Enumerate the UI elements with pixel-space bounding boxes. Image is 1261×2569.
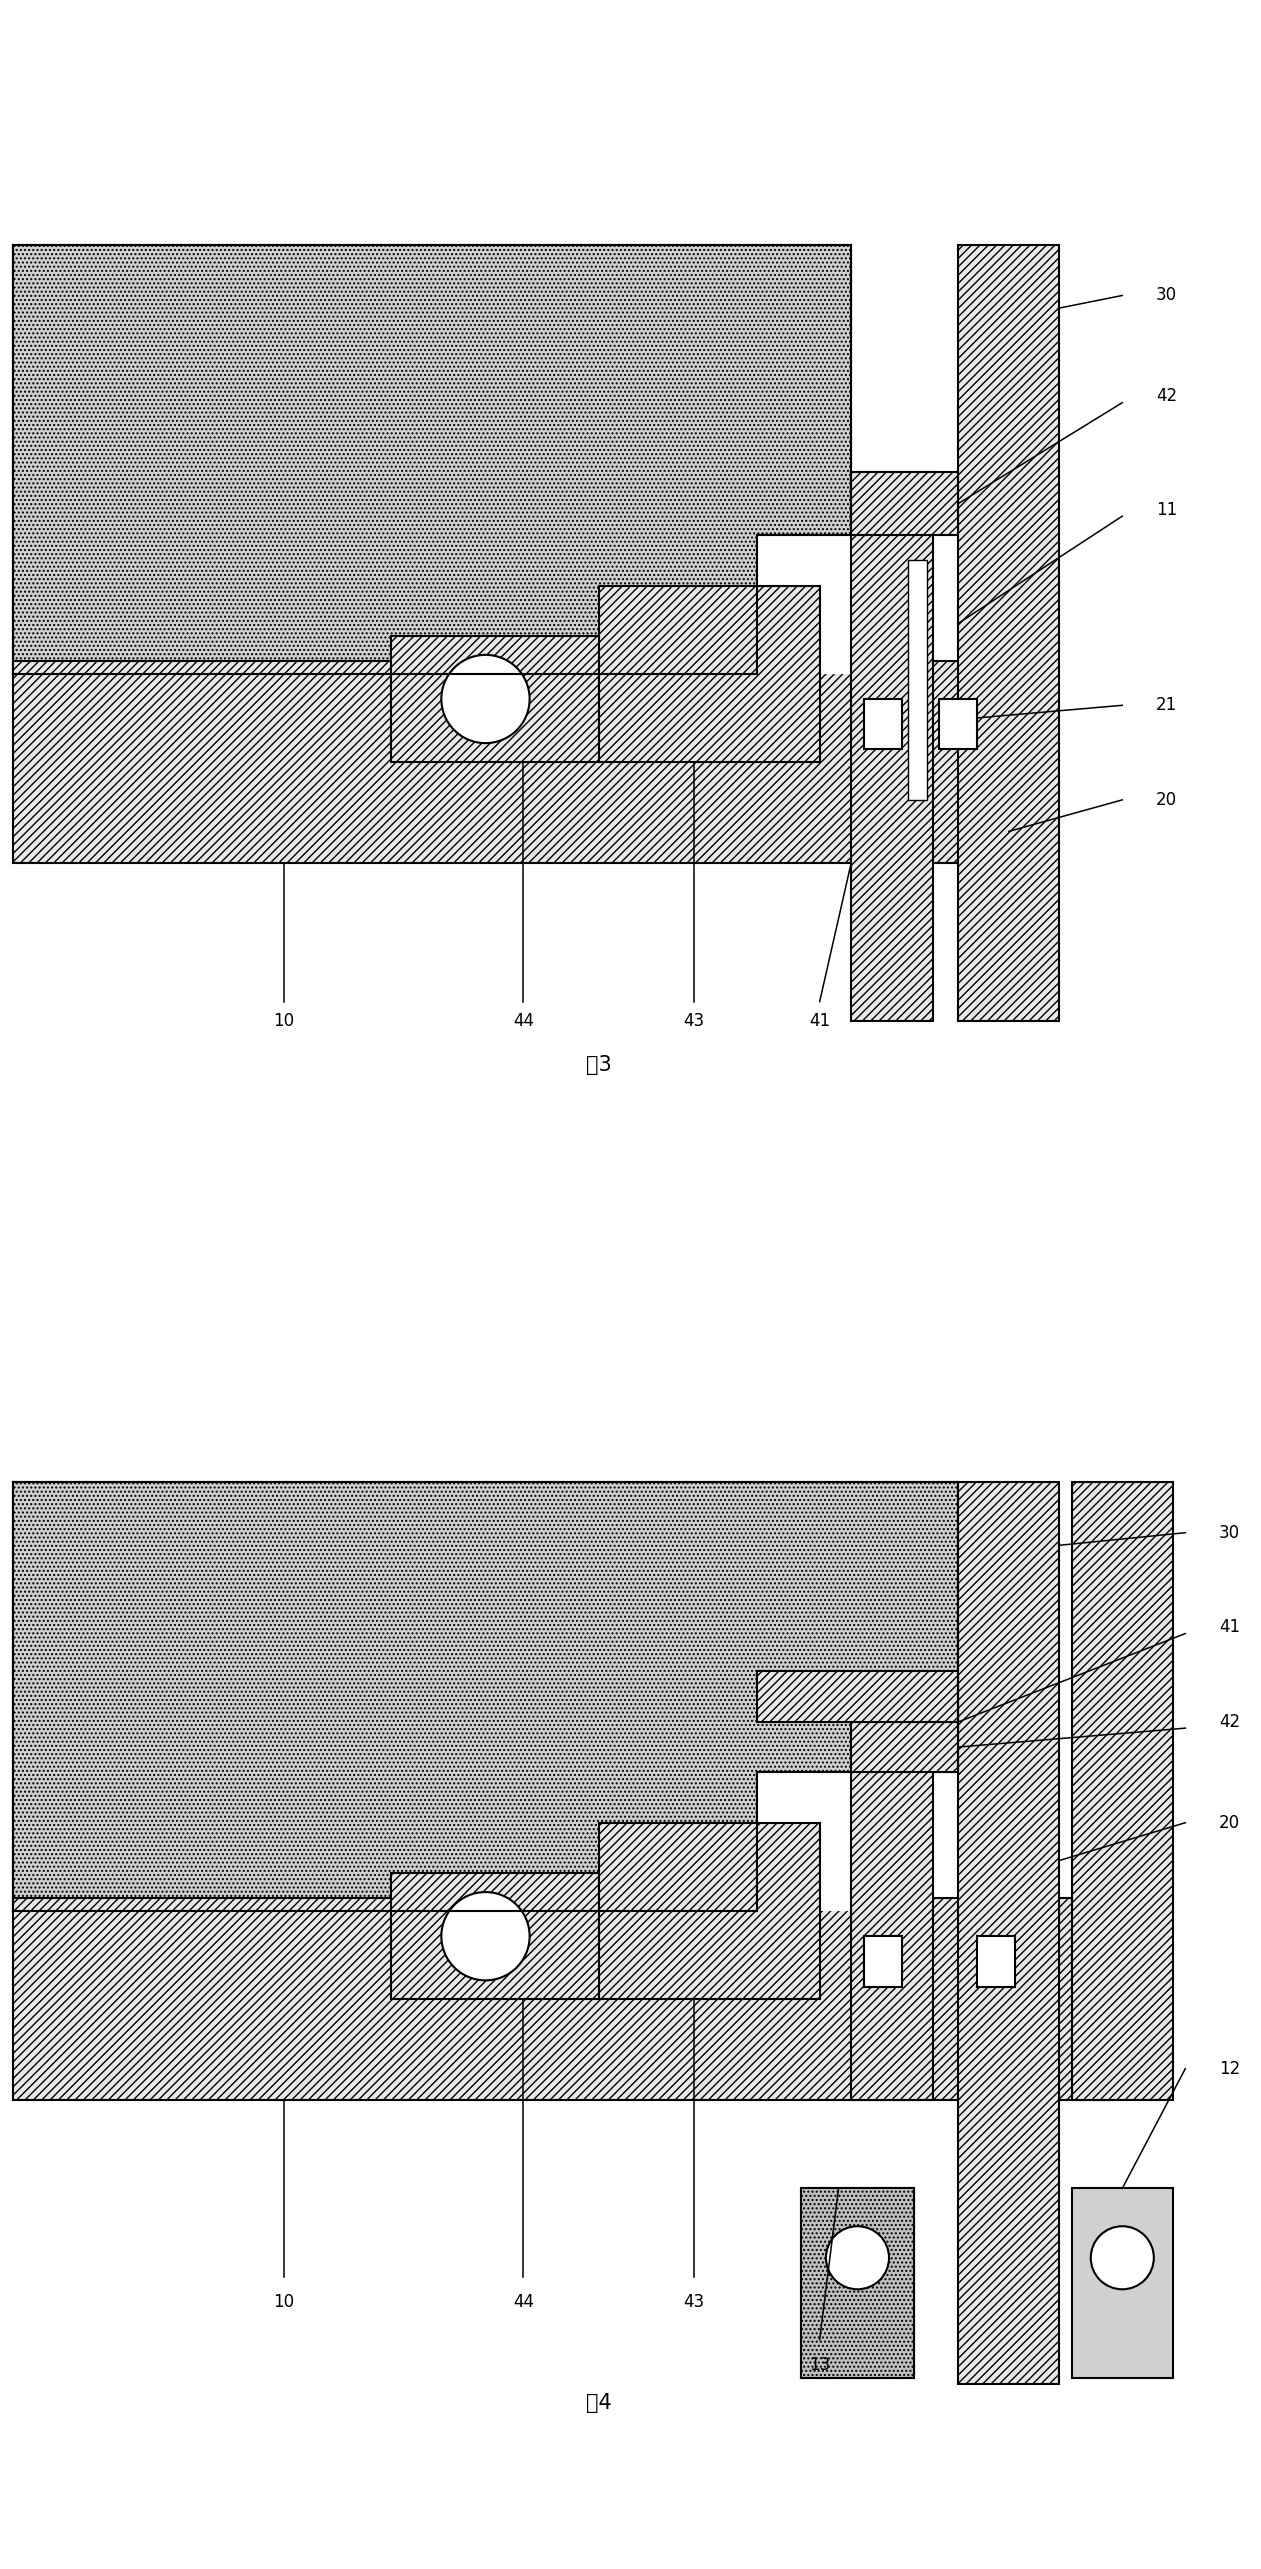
Text: 20: 20 xyxy=(1156,791,1177,809)
Bar xyxy=(864,1937,902,1986)
Text: 10: 10 xyxy=(274,2294,294,2312)
Polygon shape xyxy=(13,244,851,673)
Text: 41: 41 xyxy=(1219,1618,1240,1636)
Bar xyxy=(908,560,927,799)
Bar xyxy=(599,1824,820,1999)
Text: 12: 12 xyxy=(1219,2060,1240,2078)
Bar xyxy=(801,2189,914,2376)
Bar xyxy=(864,699,902,750)
Bar xyxy=(757,534,851,673)
Text: 13: 13 xyxy=(810,2356,830,2374)
Text: 21: 21 xyxy=(1156,696,1177,714)
Text: 42: 42 xyxy=(1219,1714,1240,1732)
Bar xyxy=(851,1721,958,1773)
Bar xyxy=(599,586,820,763)
Text: 30: 30 xyxy=(1156,288,1177,306)
Bar xyxy=(851,473,933,1020)
Text: 图4: 图4 xyxy=(586,2392,612,2412)
Circle shape xyxy=(826,2227,889,2289)
Text: 30: 30 xyxy=(1219,1523,1240,1541)
Bar xyxy=(958,1482,1059,2384)
Text: 11: 11 xyxy=(1156,501,1177,519)
Bar xyxy=(851,473,958,534)
Text: 20: 20 xyxy=(1219,1814,1240,1832)
Bar xyxy=(13,660,996,863)
Text: 43: 43 xyxy=(683,2294,704,2312)
Bar xyxy=(391,1873,599,1999)
Bar xyxy=(757,1773,851,1911)
Text: 43: 43 xyxy=(683,1012,704,1030)
Text: 10: 10 xyxy=(274,1012,294,1030)
Bar xyxy=(757,1672,958,1721)
Bar xyxy=(391,637,599,763)
Bar xyxy=(1072,2189,1173,2376)
Bar xyxy=(13,1898,1116,2099)
Text: 42: 42 xyxy=(1156,388,1177,406)
Bar xyxy=(939,699,977,750)
Bar xyxy=(851,1721,933,2099)
Circle shape xyxy=(1091,2227,1154,2289)
Bar xyxy=(801,2189,914,2376)
Polygon shape xyxy=(13,1482,958,1911)
Text: 41: 41 xyxy=(810,1012,830,1030)
Bar xyxy=(958,244,1059,1020)
Bar xyxy=(977,1937,1015,1986)
Circle shape xyxy=(441,1893,530,1981)
Bar xyxy=(1072,1482,1173,2099)
Circle shape xyxy=(441,655,530,742)
Text: 图3: 图3 xyxy=(586,1056,612,1074)
Text: 44: 44 xyxy=(513,1012,533,1030)
Text: 44: 44 xyxy=(513,2294,533,2312)
